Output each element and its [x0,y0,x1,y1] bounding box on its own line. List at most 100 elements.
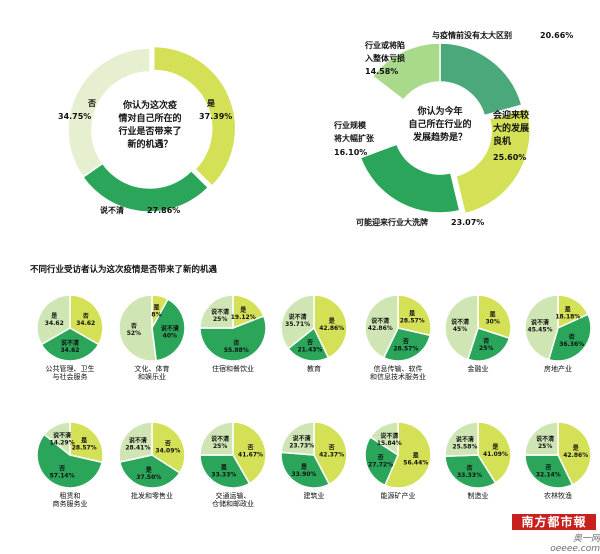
pie-slice [232,294,265,330]
pie-slice [287,326,330,362]
pie-caption: 农林牧渔 [544,491,572,500]
slice-label-name: 否 [131,322,137,330]
pie-slice [466,327,511,362]
pie-caption: 住宿和餐饮业 [212,364,254,373]
slice-label-name: 否 [483,337,489,345]
pie-slice [151,298,186,362]
slice-label-name: 入整体亏损 [364,53,405,63]
slice-label-value: 14.58% [365,67,398,76]
pie-slice [118,454,181,489]
slice-label-name: 说不清 [293,435,311,443]
slice-label-name: 说不清 [451,318,469,326]
slice-label-value: 27.72% [368,461,393,468]
slice-label-name: 是 [145,466,153,474]
pie-slice [524,294,559,361]
pie-slice [199,315,267,362]
slice-label-name: 否 [466,464,472,472]
slice-label-value: 8% [151,311,161,318]
slice-label-value: 28.57% [400,318,425,325]
slice-label-name: 是 [489,310,497,318]
pie-caption: 文化、体育 [135,364,170,373]
pie-slice [524,421,559,456]
pie-slice [439,42,523,117]
pie-slice [81,162,210,213]
pie-slice [397,294,432,337]
pie-slice [547,313,592,362]
pie-slice [118,421,153,463]
slice-label-value: 42.37% [319,452,344,459]
pie-caption: 租赁和 [60,491,81,500]
slice-label-name: 是 [572,444,580,452]
slice-label-value: 25.60% [493,153,526,162]
pie-slice [384,421,432,489]
slice-label-name: 行业规模 [333,120,367,130]
pie-slice [199,421,234,456]
pie-caption: 教育 [307,364,321,373]
donut-center-text: 情对自己所在的 [117,112,181,124]
slice-label-value: 42.86% [368,325,393,332]
slice-label-value: 28.57% [393,345,418,352]
pie-slice [69,421,104,464]
donut-center-text: 发展趋势是？ [412,131,467,143]
slice-label-value: 23.73% [289,443,314,450]
pie-caption: 商务服务业 [53,499,88,508]
slice-label-value: 33.33% [457,472,482,479]
slice-label-name: 说不清 [100,205,124,215]
pie-slice [454,107,531,215]
pie-slice [199,294,234,329]
slice-label-value: 32.14% [536,471,561,478]
slice-label-name: 是 [80,437,88,445]
slice-label-name: 是 [206,98,215,108]
slice-label-name: 是 [328,317,336,325]
slice-label-value: 34.62 [45,320,64,327]
pie-slice [280,294,315,350]
pie-slice [313,421,348,486]
slice-label-value: 16.10% [334,148,367,157]
pie-slice [444,421,479,457]
slice-label-name: 否 [59,464,65,472]
slice-label-value: 37.39% [199,112,232,121]
pie-slice [444,454,497,489]
slice-label-name: 将大幅扩张 [334,133,375,143]
slice-label-name: 否 [165,439,171,447]
pie-slice [364,436,399,487]
pie-slice [40,327,100,362]
pie-slice [36,433,104,489]
slice-label-name: 是 [239,306,247,314]
pie-caption: 交通运输、 [216,491,251,500]
slice-label-name: 否 [87,99,96,108]
pie-slice [364,294,399,359]
slice-label-value: 45.45% [528,326,553,333]
donut-center-text: 你认为今年 [416,105,462,117]
slice-label-value: 57.14% [50,472,75,479]
pie-slice [371,42,441,102]
pie-caption: 制造业 [468,491,489,500]
pie-slice [118,294,157,362]
slice-label-value: 34.62 [61,347,80,354]
section-title: 不同行业受访者认为这次疫情是否带来了新的机遇 [30,264,218,275]
slice-label-value: 35.71% [285,321,310,328]
slice-label-name: 与疫情前没有太大区别 [432,30,512,40]
slice-label-name: 否 [307,339,313,347]
pie-caption: 房地产业 [544,364,572,373]
slice-label-value: 14.29% [50,440,75,447]
slice-label-name: 是 [50,312,58,320]
slice-label-value: 33.90% [291,471,316,478]
pie-slice [280,421,315,456]
slice-label-name: 良机 [493,135,511,147]
pie-caption: 建筑业 [304,491,325,500]
slice-label-value: 21.43% [297,347,322,354]
pie-caption: 与社会服务 [53,372,88,381]
pie-caption: 仓储和邮政业 [212,499,254,508]
